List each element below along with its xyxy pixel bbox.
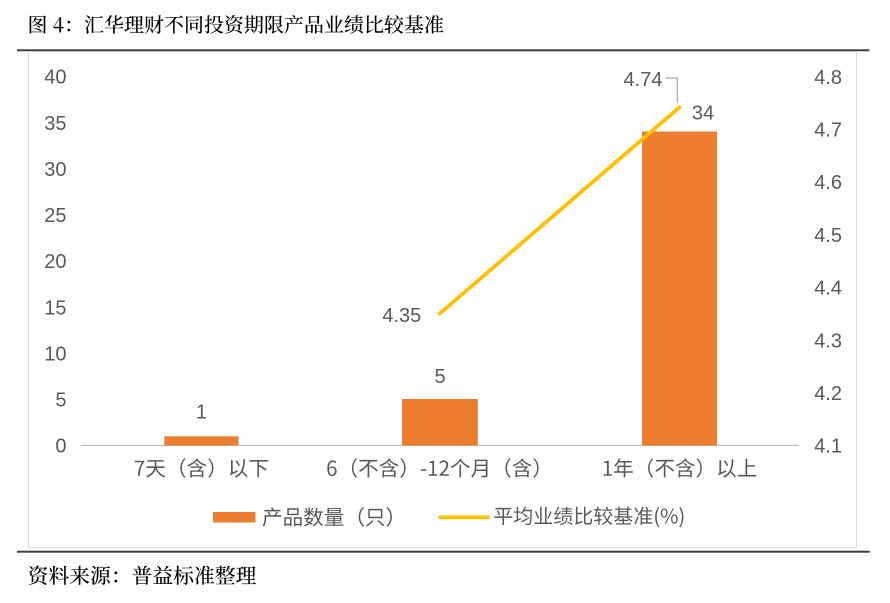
svg-text:4.1: 4.1 <box>814 436 842 458</box>
svg-text:15: 15 <box>44 297 66 319</box>
svg-text:30: 30 <box>44 159 66 181</box>
svg-text:35: 35 <box>44 113 66 135</box>
svg-text:5: 5 <box>434 366 445 388</box>
svg-text:25: 25 <box>44 205 66 227</box>
svg-text:4.8: 4.8 <box>814 67 842 89</box>
svg-text:4.74: 4.74 <box>624 69 663 91</box>
svg-text:40: 40 <box>44 67 66 89</box>
svg-text:4.3: 4.3 <box>814 330 842 352</box>
svg-text:0: 0 <box>55 436 66 458</box>
svg-text:20: 20 <box>44 251 66 273</box>
svg-text:1: 1 <box>196 402 207 424</box>
svg-text:5: 5 <box>55 390 66 412</box>
svg-text:34: 34 <box>692 103 714 125</box>
svg-text:4.7: 4.7 <box>814 120 842 142</box>
svg-text:10: 10 <box>44 344 66 366</box>
svg-text:4.2: 4.2 <box>814 383 842 405</box>
svg-text:4.35: 4.35 <box>382 305 421 327</box>
svg-text:4.6: 4.6 <box>814 172 842 194</box>
svg-text:4.4: 4.4 <box>814 278 842 300</box>
svg-text:4.5: 4.5 <box>814 225 842 247</box>
